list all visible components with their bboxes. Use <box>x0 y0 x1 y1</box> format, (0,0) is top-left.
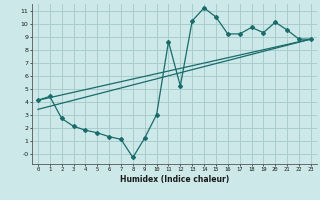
X-axis label: Humidex (Indice chaleur): Humidex (Indice chaleur) <box>120 175 229 184</box>
